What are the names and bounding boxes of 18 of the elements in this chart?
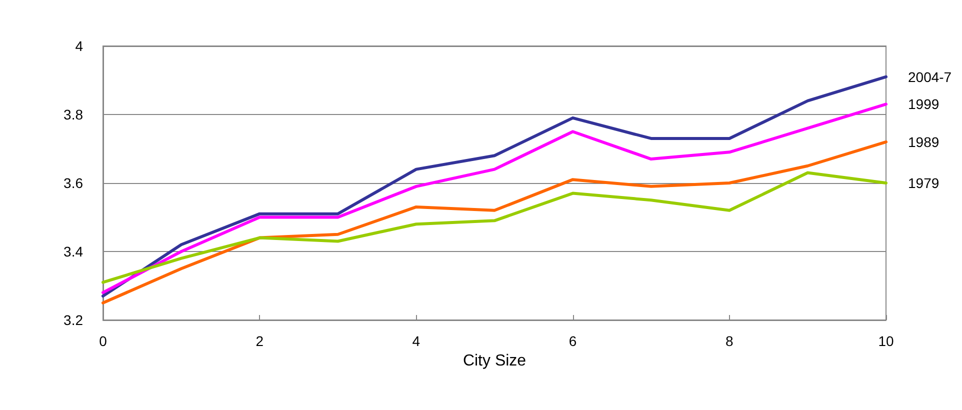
x-tick-label: 6 — [568, 333, 577, 349]
x-tick-label: 8 — [726, 333, 734, 349]
y-tick-label: 3.6 — [64, 175, 84, 191]
y-tick-label: 3.4 — [64, 244, 84, 260]
series-label: 2004-7 — [908, 68, 952, 85]
series-label: 1979 — [908, 175, 940, 191]
x-tick-label: 10 — [878, 333, 894, 349]
y-tick-label: 3.2 — [64, 312, 84, 328]
y-tick-label: 4 — [75, 38, 84, 54]
line-series — [102, 140, 888, 304]
x-axis-title: City Size — [462, 352, 526, 370]
y-tick-label: 3.8 — [64, 106, 84, 122]
series-label: 1999 — [908, 96, 940, 112]
x-tick-label: 2 — [256, 333, 264, 349]
line-series — [102, 171, 888, 284]
x-tick-label: 0 — [99, 333, 108, 349]
x-tick-label: 4 — [412, 333, 420, 349]
series-label: 1989 — [908, 134, 940, 150]
